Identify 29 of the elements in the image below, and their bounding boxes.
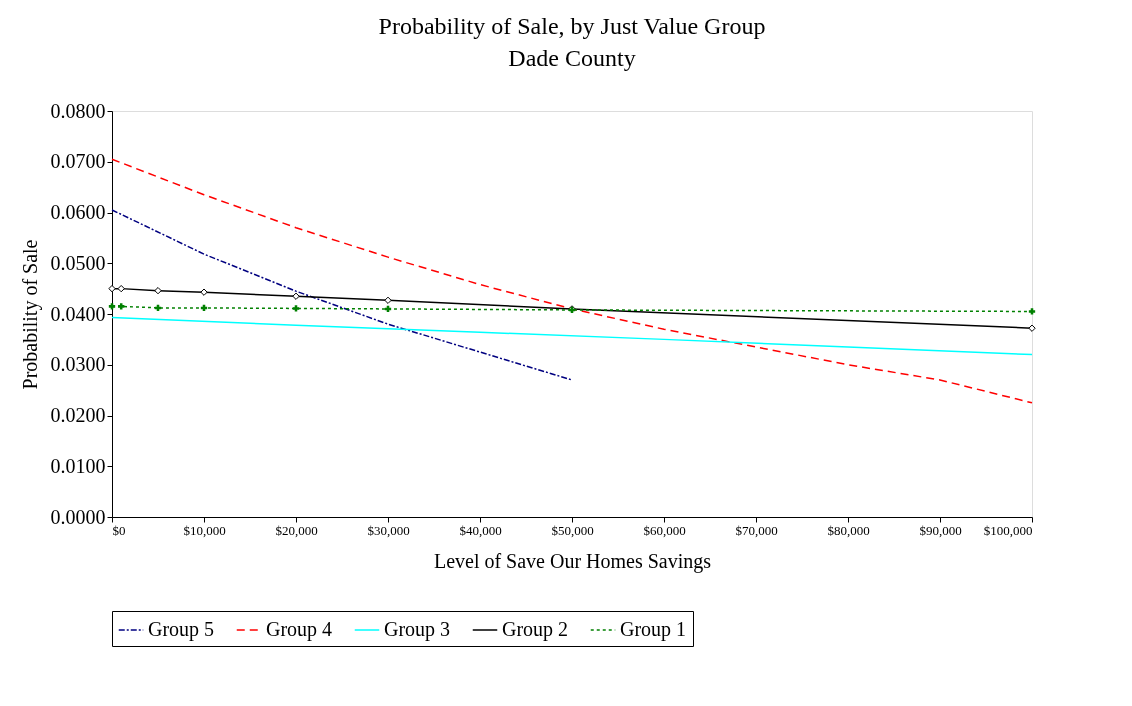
chart-title: Probability of Sale, by Just Value Group (378, 13, 766, 39)
x-tick-label: $90,000 (919, 522, 962, 538)
legend-label: Group 1 (620, 618, 687, 641)
y-tick-label: 0.0800 (50, 99, 106, 122)
y-tick-label: 0.0600 (50, 201, 106, 223)
x-tick-label: $80,000 (827, 522, 870, 538)
x-tick-label: $10,000 (183, 522, 226, 538)
x-tick-label: $60,000 (643, 522, 686, 538)
y-tick-label: 0.0400 (50, 302, 106, 325)
x-tick-label: $0 (112, 522, 126, 538)
x-tick-label: $70,000 (735, 522, 778, 538)
y-tick-label: 0.0700 (50, 150, 106, 173)
legend-label: Group 5 (148, 618, 215, 641)
x-tick-label: $100,000 (983, 522, 1033, 538)
y-tick-label: 0.0500 (50, 251, 106, 274)
x-tick-label: $40,000 (459, 522, 502, 538)
x-tick-label: $50,000 (551, 522, 594, 538)
y-axis-title: Probability of Sale (18, 239, 42, 390)
legend-label: Group 3 (384, 618, 451, 641)
x-tick-label: $30,000 (367, 522, 410, 538)
legend-label: Group 4 (266, 618, 333, 641)
legend-label: Group 2 (502, 618, 569, 641)
x-axis-title: Level of Save Our Homes Savings (433, 549, 712, 573)
chart-subtitle: Dade County (508, 45, 636, 71)
x-tick-label: $20,000 (275, 522, 318, 538)
y-tick-label: 0.0300 (50, 353, 106, 376)
y-tick-label: 0.0200 (50, 404, 106, 426)
y-tick-label: 0.0100 (50, 454, 106, 477)
y-tick-label: 0.0000 (50, 505, 106, 528)
